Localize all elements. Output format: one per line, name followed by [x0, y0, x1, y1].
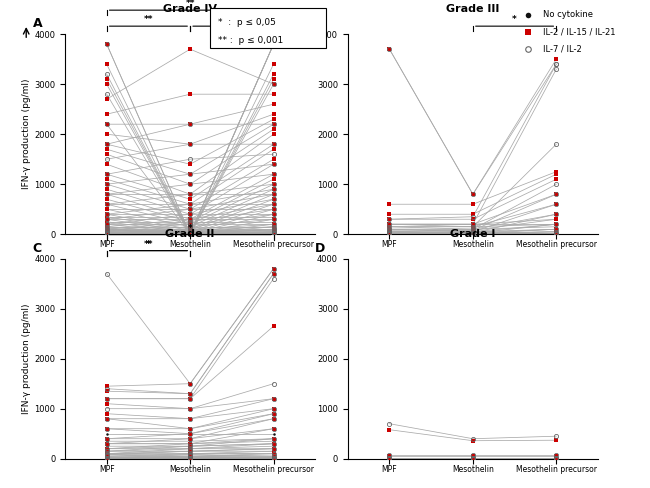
- Text: *: *: [188, 224, 192, 233]
- Text: *: *: [512, 15, 517, 24]
- Text: D: D: [315, 242, 326, 255]
- Y-axis label: IFN-γ production (pg/ml): IFN-γ production (pg/ml): [22, 79, 31, 189]
- Text: Grade I: Grade I: [450, 229, 495, 239]
- Text: Grade III: Grade III: [446, 4, 500, 14]
- Text: IL-7 / IL-2: IL-7 / IL-2: [543, 44, 582, 53]
- Text: IL-2 / IL-15 / IL-21: IL-2 / IL-15 / IL-21: [543, 27, 616, 36]
- Text: **: **: [144, 240, 153, 248]
- Text: Grade IV: Grade IV: [163, 4, 217, 14]
- Y-axis label: IFN-γ production (pg/ml): IFN-γ production (pg/ml): [22, 304, 31, 414]
- FancyBboxPatch shape: [211, 8, 326, 48]
- Text: **: **: [185, 0, 195, 8]
- Text: *: *: [146, 240, 151, 248]
- Text: *  :  p ≤ 0,05: * : p ≤ 0,05: [218, 18, 276, 27]
- Text: C: C: [32, 242, 42, 255]
- Text: B: B: [315, 17, 325, 30]
- Text: *: *: [229, 15, 234, 24]
- Text: ** :  p ≤ 0,001: ** : p ≤ 0,001: [218, 36, 283, 45]
- Text: No cytokine: No cytokine: [543, 10, 593, 19]
- Text: Grade II: Grade II: [166, 229, 214, 239]
- Text: **: **: [144, 15, 153, 24]
- Text: A: A: [32, 17, 42, 30]
